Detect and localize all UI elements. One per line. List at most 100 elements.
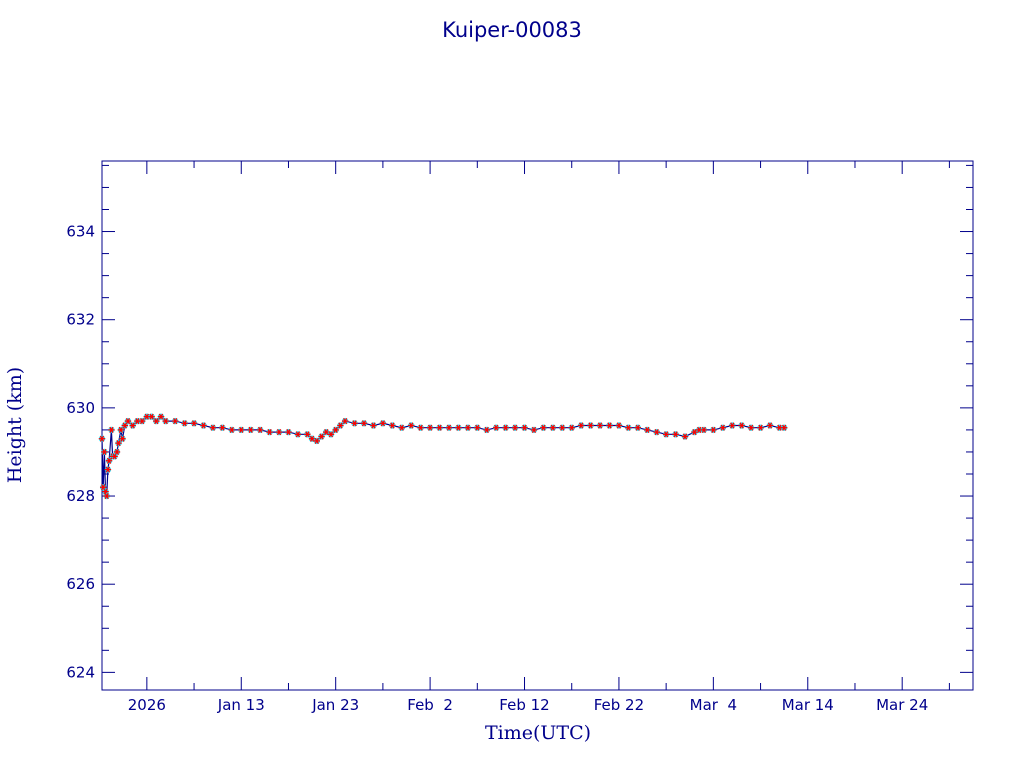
data-point — [337, 422, 344, 429]
data-point — [474, 424, 481, 431]
data-point — [318, 433, 325, 440]
data-point — [171, 417, 179, 425]
data-point — [644, 426, 651, 434]
data-point — [436, 424, 443, 431]
data-point — [219, 424, 226, 431]
y-tick-label: 630 — [66, 399, 95, 417]
data-point — [103, 492, 110, 500]
data-point — [615, 422, 623, 429]
data-point — [105, 457, 113, 464]
plot-frame — [101, 160, 974, 691]
data-point — [672, 431, 679, 438]
data-point — [540, 424, 547, 431]
data-point — [124, 417, 132, 425]
x-tick-label: Jan 13 — [217, 696, 265, 714]
y-axis-title: Height (km) — [4, 367, 26, 483]
data-point — [530, 426, 538, 434]
data-point — [153, 417, 160, 425]
x-tick-label: Feb 22 — [594, 696, 644, 714]
data-point — [426, 424, 434, 431]
data-point — [492, 424, 500, 431]
data-point — [729, 422, 736, 429]
y-tick-label: 632 — [66, 311, 95, 329]
data-point — [119, 435, 126, 442]
data-point — [209, 424, 217, 431]
x-tick-label: Feb 2 — [407, 696, 453, 714]
data-point — [134, 417, 141, 425]
x-tick-label: Mar 4 — [690, 696, 737, 714]
data-point — [117, 426, 125, 434]
data-point — [190, 420, 198, 427]
data-point — [313, 437, 320, 445]
data-point — [747, 424, 755, 431]
data-point — [587, 422, 594, 429]
chart-title: Kuiper-00083 — [442, 18, 582, 42]
x-tick-label: Jan 23 — [311, 696, 359, 714]
data-point — [162, 417, 169, 425]
data-point — [148, 413, 155, 420]
y-axis-tick-labels: 624 626 628 630 632 634 — [66, 223, 95, 682]
x-tick-label: 2026 — [128, 696, 166, 714]
data-point — [634, 424, 642, 431]
data-point — [738, 422, 745, 429]
data-point — [398, 424, 405, 431]
data-point — [559, 424, 566, 431]
data-point — [521, 424, 528, 431]
data-point — [389, 422, 396, 429]
data-point — [294, 431, 302, 438]
x-axis-title: Time(UTC) — [485, 722, 591, 744]
data-point — [360, 420, 368, 427]
y-axis-ticks — [102, 164, 973, 673]
data-point — [653, 428, 660, 436]
data-point — [327, 431, 335, 438]
data-point — [157, 413, 165, 420]
data-point — [113, 448, 121, 456]
data-point — [549, 424, 557, 431]
data-point — [695, 426, 703, 434]
data-point — [379, 420, 387, 427]
data-point — [757, 424, 764, 431]
data-point — [228, 426, 236, 434]
data-point — [181, 420, 188, 427]
data-point — [577, 422, 585, 429]
data-point — [681, 433, 689, 440]
plot-area-border — [101, 160, 974, 691]
data-point — [455, 424, 462, 431]
data-point — [200, 422, 207, 429]
data-point — [115, 439, 122, 447]
data-point — [511, 424, 519, 431]
data-point — [101, 448, 108, 456]
data-point — [129, 422, 136, 429]
data-point — [370, 422, 377, 429]
data-point — [275, 428, 283, 436]
x-axis-tick-labels: 2026 Jan 13 Jan 23 Feb 2 Feb 12 Feb 22 Mar 4 Ma… — [128, 696, 929, 714]
y-tick-label: 634 — [66, 223, 95, 241]
data-point — [766, 422, 774, 429]
data-point — [332, 426, 339, 434]
data-point — [700, 426, 708, 434]
data-point — [464, 424, 472, 431]
y-tick-label: 624 — [66, 663, 95, 681]
data-point — [691, 428, 698, 436]
data-point — [662, 431, 670, 438]
data-point — [256, 426, 264, 434]
data-point — [108, 426, 115, 434]
y-tick-label: 626 — [66, 575, 95, 593]
data-point — [408, 422, 415, 429]
data-point — [238, 426, 245, 434]
data-point — [304, 431, 311, 438]
series-markers-group — [98, 413, 788, 500]
data-point — [483, 426, 490, 434]
data-point — [710, 426, 717, 434]
x-axis-ticks — [146, 161, 950, 690]
x-tick-label: Mar 14 — [782, 696, 834, 714]
data-point — [606, 422, 613, 429]
data-point — [780, 424, 788, 431]
data-point — [719, 424, 726, 431]
data-point — [323, 428, 330, 436]
data-point — [596, 422, 604, 429]
data-point — [417, 424, 424, 431]
data-point — [568, 424, 575, 431]
